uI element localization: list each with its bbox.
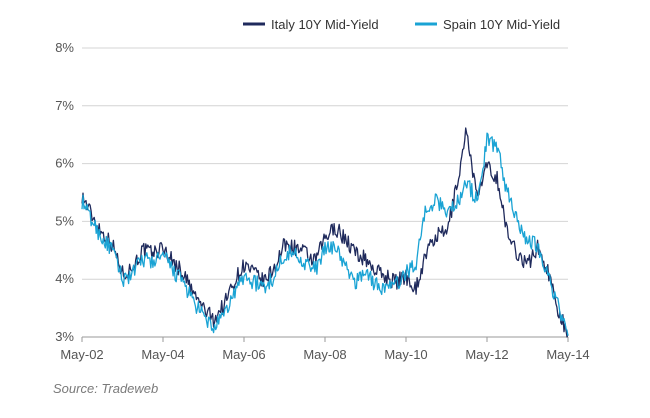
y-axis-ticks: 3% 4% 5% 6% 7% 8% xyxy=(55,40,74,344)
y-tick-label: 8% xyxy=(55,40,74,55)
series-line-italy xyxy=(81,127,569,338)
x-tick-label: May-08 xyxy=(303,347,346,362)
legend-label: Spain 10Y Mid-Yield xyxy=(443,17,560,32)
gridlines xyxy=(82,47,568,338)
x-tick-label: May-02 xyxy=(60,347,103,362)
y-tick-label: 5% xyxy=(55,213,74,228)
x-axis-ticks: May-02 May-04 May-06 May-08 May-10 May-12 May-… xyxy=(60,337,590,362)
y-tick-label: 4% xyxy=(55,271,74,286)
series-lines xyxy=(81,127,569,338)
y-tick-label: 3% xyxy=(55,329,74,344)
series-line-spain xyxy=(81,132,569,336)
x-tick-label: May-10 xyxy=(384,347,427,362)
y-tick-label: 7% xyxy=(55,98,74,113)
legend: Italy 10Y Mid-Yield Spain 10Y Mid-Yield xyxy=(243,17,560,32)
x-tick-label: May-04 xyxy=(141,347,184,362)
legend-label: Italy 10Y Mid-Yield xyxy=(271,17,379,32)
source-note: Source: Tradeweb xyxy=(53,381,159,396)
x-tick-label: May-06 xyxy=(222,347,265,362)
x-tick-label: May-14 xyxy=(546,347,589,362)
y-tick-label: 6% xyxy=(55,156,74,171)
x-tick-label: May-12 xyxy=(465,347,508,362)
